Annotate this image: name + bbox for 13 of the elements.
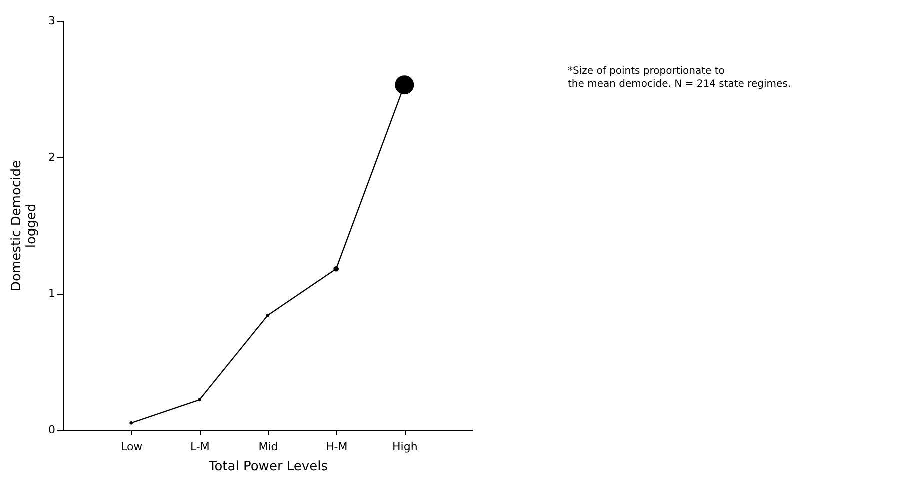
- x-axis-title: Total Power Levels: [208, 460, 328, 474]
- x-tick-label: L-M: [190, 440, 210, 454]
- y-tick-label: 3: [48, 14, 56, 28]
- y-tick-label: 2: [48, 150, 56, 164]
- y-tick-label: 1: [48, 287, 56, 300]
- y-axis-title: Domestic Democide logged: [10, 160, 40, 292]
- text: the mean democide. N = 214 state regimes.: [568, 79, 792, 90]
- x-tick-label: H-M: [326, 440, 348, 454]
- text: *Size of points proportionate to: [568, 66, 725, 77]
- x-tick-label: Low: [120, 440, 143, 454]
- x-tick-label: High: [392, 440, 418, 454]
- x-tick-label: Mid: [258, 440, 278, 454]
- y-tick-label: 0: [48, 424, 56, 436]
